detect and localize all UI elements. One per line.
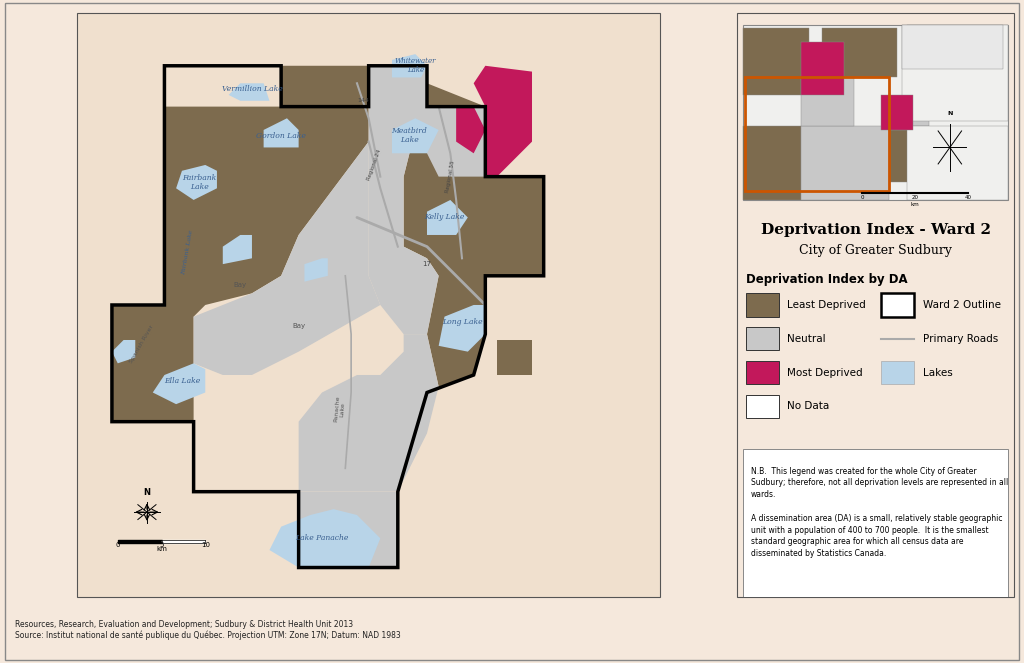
Text: km: km — [156, 546, 167, 552]
Polygon shape — [299, 334, 438, 492]
Polygon shape — [304, 259, 328, 282]
Text: Primary Roads: Primary Roads — [923, 333, 997, 344]
Bar — [902, 25, 1009, 121]
Polygon shape — [474, 66, 532, 176]
FancyBboxPatch shape — [881, 293, 914, 317]
Polygon shape — [369, 66, 485, 334]
Text: Ward 2 Outline: Ward 2 Outline — [923, 300, 1000, 310]
FancyBboxPatch shape — [745, 293, 778, 317]
Polygon shape — [269, 509, 380, 568]
Text: Panache
Lake: Panache Lake — [333, 395, 346, 423]
Text: 0: 0 — [860, 195, 864, 200]
Text: Vermillion Lake: Vermillion Lake — [221, 85, 283, 93]
Bar — [801, 127, 889, 200]
Polygon shape — [112, 66, 369, 422]
Text: Most Deprived: Most Deprived — [787, 368, 862, 378]
Text: Regional 55: Regional 55 — [445, 160, 456, 193]
Text: Regional 24: Regional 24 — [367, 149, 382, 181]
FancyBboxPatch shape — [881, 361, 914, 385]
Polygon shape — [176, 165, 217, 200]
Text: Bay: Bay — [292, 324, 305, 330]
Polygon shape — [153, 363, 205, 404]
Text: km: km — [911, 202, 920, 207]
Text: 144: 144 — [357, 98, 369, 103]
Bar — [889, 130, 955, 182]
Bar — [822, 29, 897, 78]
Polygon shape — [456, 107, 485, 153]
Bar — [801, 78, 854, 127]
Polygon shape — [392, 54, 427, 78]
Text: Neutral: Neutral — [787, 333, 825, 344]
Polygon shape — [497, 340, 532, 375]
Text: Resources, Research, Evaluation and Development; Sudbury & District Health Unit : Resources, Research, Evaluation and Deve… — [15, 620, 401, 640]
Bar — [907, 127, 1009, 200]
Text: Deprivation Index - Ward 2: Deprivation Index - Ward 2 — [761, 223, 990, 237]
Text: Least Deprived: Least Deprived — [787, 300, 866, 310]
Polygon shape — [427, 200, 468, 235]
Text: No Data: No Data — [787, 402, 829, 412]
FancyBboxPatch shape — [745, 395, 778, 418]
Bar — [889, 100, 929, 127]
Text: 5: 5 — [160, 542, 164, 548]
Polygon shape — [112, 340, 135, 363]
FancyBboxPatch shape — [745, 361, 778, 385]
Text: Spanish River: Spanish River — [128, 325, 154, 365]
Polygon shape — [194, 142, 380, 375]
Bar — [801, 42, 844, 95]
Text: 0: 0 — [116, 542, 120, 548]
Text: Fairbank
Lake: Fairbank Lake — [182, 174, 216, 191]
Text: Lake Panache: Lake Panache — [295, 534, 348, 542]
Polygon shape — [263, 118, 299, 147]
FancyBboxPatch shape — [742, 25, 1009, 200]
FancyBboxPatch shape — [745, 327, 778, 351]
Bar — [881, 95, 912, 130]
Polygon shape — [228, 84, 269, 101]
Polygon shape — [438, 305, 485, 351]
Bar — [902, 25, 1002, 69]
Text: Bay: Bay — [233, 282, 247, 288]
Text: Ella Lake: Ella Lake — [164, 377, 200, 385]
Text: Deprivation Index by DA: Deprivation Index by DA — [745, 273, 907, 286]
Text: 17: 17 — [423, 261, 431, 267]
Bar — [742, 29, 809, 95]
Text: Whitewater
Lake: Whitewater Lake — [394, 57, 436, 74]
Text: Fairbank Lake: Fairbank Lake — [181, 229, 195, 275]
Bar — [907, 25, 1009, 103]
Polygon shape — [223, 235, 252, 264]
Text: Gordon Lake: Gordon Lake — [256, 132, 306, 140]
Text: N.B.  This legend was created for the whole City of Greater
Sudbury; therefore, : N.B. This legend was created for the who… — [751, 467, 1009, 558]
Text: Long Lake: Long Lake — [441, 318, 482, 326]
Text: 40: 40 — [965, 195, 972, 200]
Polygon shape — [299, 492, 397, 568]
Text: N: N — [143, 487, 151, 497]
Text: N: N — [947, 111, 952, 117]
Text: Kelly Lake: Kelly Lake — [424, 213, 465, 221]
Text: Meatbird
Lake: Meatbird Lake — [391, 127, 427, 145]
Text: 10: 10 — [201, 542, 210, 548]
Text: City of Greater Sudbury: City of Greater Sudbury — [799, 244, 952, 257]
Polygon shape — [403, 84, 544, 387]
Text: 20: 20 — [911, 195, 919, 200]
FancyBboxPatch shape — [742, 449, 1009, 601]
Bar — [742, 127, 801, 200]
Polygon shape — [392, 118, 438, 153]
Text: Lakes: Lakes — [923, 368, 952, 378]
